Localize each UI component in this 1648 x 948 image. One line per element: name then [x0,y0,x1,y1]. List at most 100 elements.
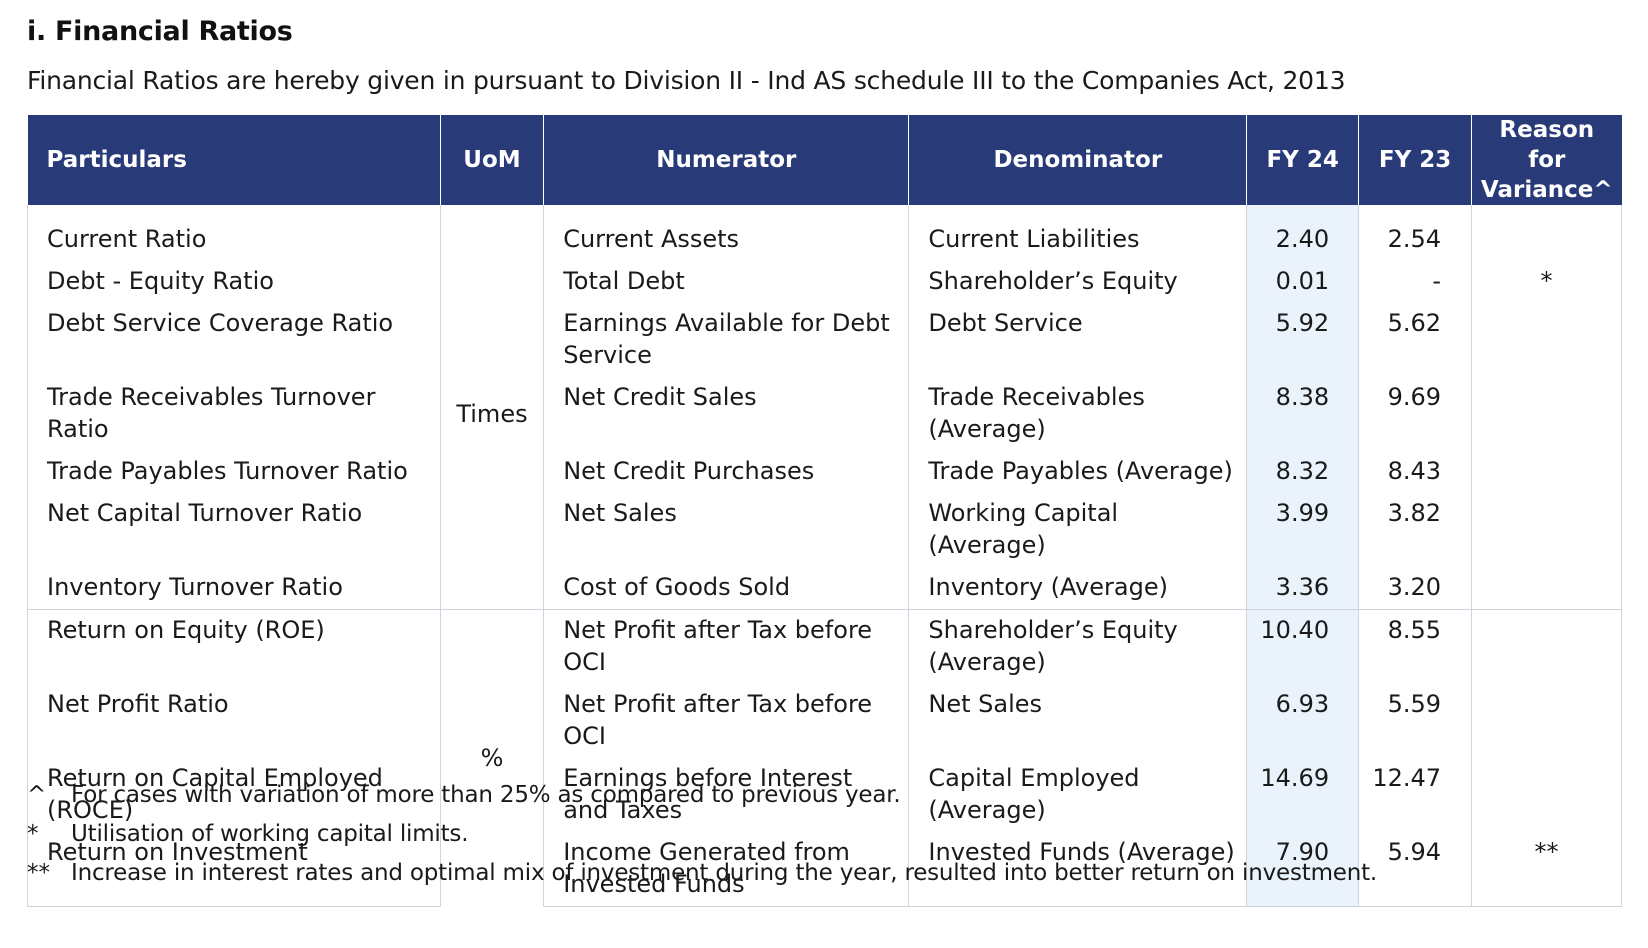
cell-denominator: Net Sales [908,683,1248,757]
table-row: Net Profit Ratio Net Profit after Tax bef… [27,683,1622,757]
cell-reason: * [1471,260,1622,302]
cell-fy24: 8.32 [1246,450,1360,492]
footnote-mark: * [27,821,39,847]
cell-particular: Return on Equity (ROE) [27,609,441,683]
cell-denominator: Current Liabilities [908,205,1248,260]
cell-reason [1471,450,1622,492]
cell-particular: Return on Capital Employed (ROCE) [27,757,441,831]
cell-fy24: 6.93 [1246,683,1360,757]
cell-numerator: Current Assets [543,205,910,260]
cell-particular: Trade Receivables Turnover Ratio [27,376,441,450]
cell-reason [1471,757,1622,831]
cell-particular: Net Profit Ratio [27,683,441,757]
footnote-mark: ^ [27,782,47,808]
cell-reason [1471,492,1622,566]
col-header-numerator: Numerator [543,115,909,205]
footnote-text: For cases with variation of more than 25… [71,782,901,808]
table-row: Net Capital Turnover Ratio Net Sales Worki… [27,492,1622,566]
section-subtitle: Financial Ratios are hereby given in pur… [27,66,1346,95]
footnote: ** Increase in interest rates and optimal… [27,860,1377,899]
cell-numerator: Earnings before Interest and Taxes [543,757,910,831]
col-header-reason-line2: Variance^ [1480,177,1613,203]
col-header-particulars: Particulars [27,115,441,205]
col-header-reason: Reason for Variance^ [1471,115,1622,205]
cell-fy24: 8.38 [1246,376,1360,450]
cell-reason [1471,376,1622,450]
col-header-fy23: FY 23 [1358,115,1472,205]
cell-denominator: Trade Receivables (Average) [908,376,1248,450]
cell-particular: Current Ratio [27,205,441,260]
cell-numerator: Cost of Goods Sold [543,566,910,610]
table-row: Return on Investment Income Generated fro… [27,831,1622,907]
cell-denominator: Trade Payables (Average) [908,450,1248,492]
cell-numerator: Net Credit Purchases [543,450,910,492]
cell-fy23: 5.94 [1358,831,1473,907]
cell-numerator: Net Credit Sales [543,376,910,450]
cell-fy23: 3.82 [1358,492,1473,566]
cell-fy23: 8.43 [1358,450,1473,492]
cell-fy23: 5.62 [1358,302,1473,376]
cell-fy24: 14.69 [1246,757,1360,831]
col-header-reason-line1: Reason for [1499,117,1595,173]
cell-fy24: 3.99 [1246,492,1360,566]
cell-numerator: Income Generated from Invested Funds [543,831,910,907]
cell-fy23: - [1358,260,1473,302]
table-row: Return on Equity (ROE)% Net Profit after … [27,609,1622,907]
cell-numerator: Earnings Available for Debt Service [543,302,910,376]
cell-uom: % [439,609,545,907]
cell-reason [1471,609,1622,683]
table-row: Current Ratio Times Current Assets Current … [27,205,1622,610]
cell-particular: Inventory Turnover Ratio [27,566,441,610]
cell-numerator: Net Profit after Tax before OCI [543,683,910,757]
cell-fy23: 8.55 [1358,609,1473,683]
cell-fy24: 2.40 [1246,205,1360,260]
table-row: Return on Capital Employed (ROCE) Earning… [27,757,1622,831]
cell-reason [1471,566,1622,610]
cell-numerator: Net Profit after Tax before OCI [543,609,910,683]
cell-denominator: Debt Service [908,302,1248,376]
col-header-uom: UoM [439,115,544,205]
cell-fy23: 3.20 [1358,566,1473,610]
cell-denominator: Inventory (Average) [908,566,1248,610]
cell-fy24: 5.92 [1246,302,1360,376]
cell-reason [1471,302,1622,376]
cell-fy24: 10.40 [1246,609,1360,683]
cell-reason [1471,683,1622,757]
cell-numerator: Total Debt [543,260,910,302]
cell-denominator: Shareholder’s Equity (Average) [908,609,1248,683]
section-title: i. Financial Ratios [27,16,293,47]
cell-fy24: 7.90 [1246,831,1360,907]
cell-denominator: Capital Employed (Average) [908,757,1248,831]
table-row: Trade Payables Turnover Ratio Net Credit … [27,450,1622,492]
footnote: * Utilisation of working capital limits. [27,821,1377,860]
footnote: ^ For cases with variation of more than 2… [27,782,1377,821]
footnote-mark: ** [27,860,50,886]
table-row: Inventory Turnover Ratio Cost of Goods So… [27,566,1622,610]
cell-reason: ** [1471,831,1622,907]
cell-particular: Net Capital Turnover Ratio [27,492,441,566]
cell-particular: Debt - Equity Ratio [27,260,441,302]
cell-reason [1471,205,1622,260]
cell-particular: Debt Service Coverage Ratio [27,302,441,376]
col-header-fy24: FY 24 [1246,115,1359,205]
cell-denominator: Invested Funds (Average) [908,831,1248,907]
footnotes: ^ For cases with variation of more than 2… [27,782,1377,899]
cell-uom: Times [439,205,545,610]
financial-ratios-table: Particulars UoM Numerator Denominator FY… [27,115,1622,907]
cell-numerator: Net Sales [543,492,910,566]
cell-fy23: 9.69 [1358,376,1473,450]
cell-fy23: 5.59 [1358,683,1473,757]
table-row: Trade Receivables Turnover Ratio Net Cred… [27,376,1622,450]
table-body: Current Ratio Times Current Assets Current … [27,205,1622,907]
cell-fy23: 12.47 [1358,757,1473,831]
footnote-text: Utilisation of working capital limits. [71,821,469,847]
cell-particular: Trade Payables Turnover Ratio [27,450,441,492]
table-row: Debt Service Coverage Ratio Earnings Avai… [27,302,1622,376]
cell-denominator: Working Capital (Average) [908,492,1248,566]
cell-particular: Return on Investment [27,831,441,907]
cell-fy24: 3.36 [1246,566,1360,610]
cell-denominator: Shareholder’s Equity [908,260,1248,302]
footnote-text: Increase in interest rates and optimal m… [71,860,1378,886]
cell-fy24: 0.01 [1246,260,1360,302]
col-header-denominator: Denominator [908,115,1247,205]
